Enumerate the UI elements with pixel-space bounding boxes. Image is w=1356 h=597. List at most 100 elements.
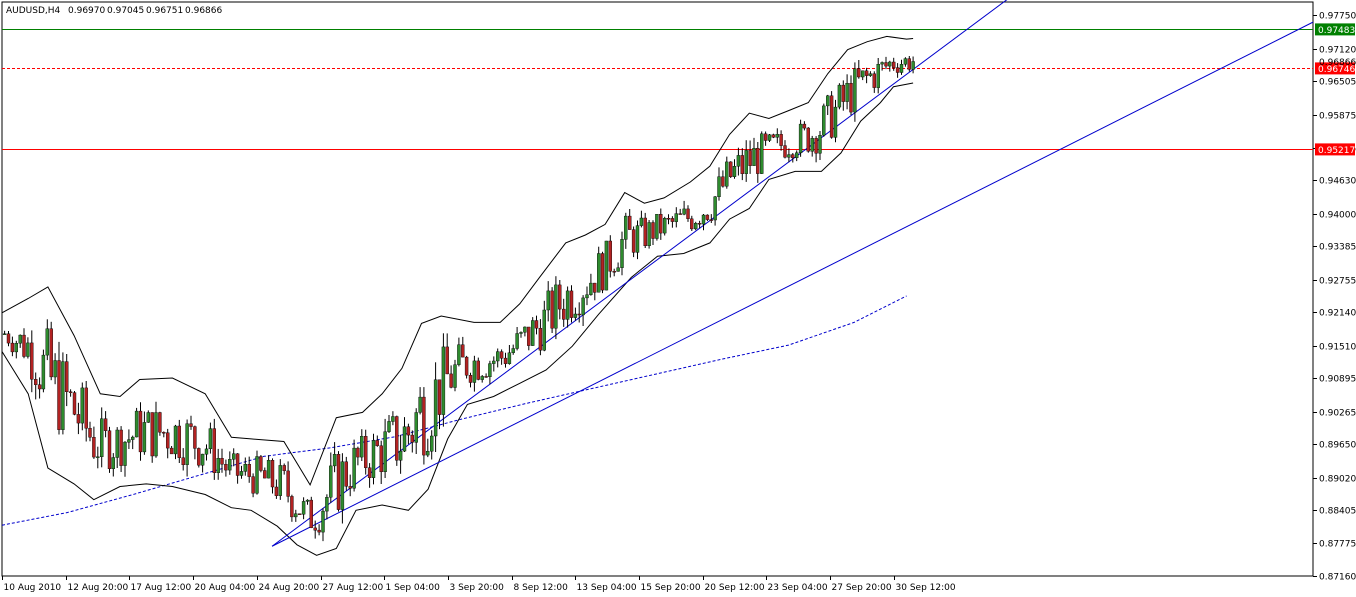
candle	[204, 444, 209, 461]
candle-body	[554, 284, 558, 329]
candle-body	[356, 447, 360, 458]
candle	[833, 99, 838, 143]
candle	[294, 509, 298, 522]
candle-body	[841, 84, 845, 102]
candle	[208, 422, 213, 454]
candle	[398, 434, 403, 474]
candle-body	[911, 61, 915, 70]
candle-body	[542, 309, 546, 351]
candle	[92, 426, 96, 459]
candle	[379, 440, 383, 484]
candle-body	[736, 155, 741, 167]
candle-body	[263, 470, 267, 479]
candle-body	[259, 456, 263, 471]
candle	[216, 448, 220, 480]
candle	[317, 524, 321, 536]
candle	[771, 133, 776, 139]
y-tick-label: 0.89650	[1319, 441, 1356, 451]
candle-body	[740, 155, 744, 174]
candle-body	[461, 344, 465, 358]
candle	[441, 333, 446, 427]
candle-body	[837, 84, 842, 108]
candle	[822, 103, 826, 137]
candle-body	[752, 147, 756, 166]
candle-body	[395, 416, 399, 461]
candle-body	[639, 217, 644, 226]
candle-body	[430, 435, 434, 452]
candle-body	[212, 428, 217, 474]
candle-body	[538, 328, 543, 351]
candle-body	[317, 529, 321, 533]
candle-body	[903, 58, 908, 65]
chart-header-close: 0.96866	[185, 6, 222, 16]
candle-body	[169, 447, 174, 455]
candle	[826, 94, 830, 115]
candle	[313, 520, 317, 539]
candle-body	[208, 428, 213, 450]
candle-body	[437, 379, 442, 415]
candle-body	[829, 95, 834, 138]
candle-body	[18, 334, 22, 344]
chart-header-symbol: AUDUSD,H4	[6, 6, 61, 16]
y-tick-label: 0.90265	[1319, 409, 1356, 419]
candle-body	[127, 439, 131, 443]
candle	[892, 57, 896, 71]
plot-border	[1, 1, 1314, 577]
candle	[14, 340, 19, 359]
candle-body	[26, 342, 30, 357]
plot-frame	[1, 1, 1314, 577]
candle	[88, 421, 92, 442]
candle-body	[705, 214, 710, 220]
candle	[577, 302, 581, 323]
candle-body	[697, 222, 702, 225]
candle-body	[880, 62, 884, 65]
candle-body	[274, 486, 279, 496]
y-tick-label: 0.94630	[1319, 177, 1356, 187]
candle-body	[674, 213, 678, 222]
candle	[895, 63, 900, 78]
candle-body	[266, 460, 271, 479]
candle-body	[352, 447, 356, 489]
y-tick-label: 0.96505	[1319, 78, 1356, 88]
candle-body	[775, 134, 779, 138]
candle	[468, 372, 473, 388]
candle-body	[857, 68, 861, 78]
candle-body	[453, 364, 457, 388]
x-tick-label: 23 Sep 04:00	[768, 583, 828, 593]
candle	[464, 355, 469, 379]
candle-body	[10, 342, 15, 353]
candle-body	[663, 217, 667, 234]
candle-body	[173, 425, 178, 455]
candle	[763, 131, 768, 146]
candle-body	[2, 333, 7, 335]
candle	[802, 121, 807, 131]
bid-price-label: 0.96866	[1319, 58, 1356, 68]
candle-body	[165, 432, 170, 449]
candle	[383, 418, 387, 478]
candle-body	[282, 465, 286, 471]
candle-body	[569, 290, 574, 318]
candle	[274, 479, 279, 499]
price-levels	[2, 29, 1313, 150]
candle	[305, 499, 310, 505]
candle-body	[216, 458, 220, 474]
candle-body	[833, 106, 838, 138]
candle	[263, 467, 267, 479]
candle	[173, 424, 178, 460]
candle-body	[814, 138, 818, 154]
candle-body	[298, 513, 302, 515]
candle-body	[756, 147, 760, 174]
candle	[53, 353, 57, 385]
candle	[818, 131, 822, 160]
candle-body	[235, 453, 240, 476]
candle-body	[523, 326, 527, 333]
candle-body	[6, 333, 11, 344]
candle	[631, 226, 636, 258]
candle-body	[321, 510, 325, 533]
candle-body	[138, 410, 143, 453]
candle	[437, 379, 442, 430]
candle-body	[383, 431, 387, 473]
candle-body	[779, 134, 783, 146]
candle-body	[507, 352, 512, 364]
